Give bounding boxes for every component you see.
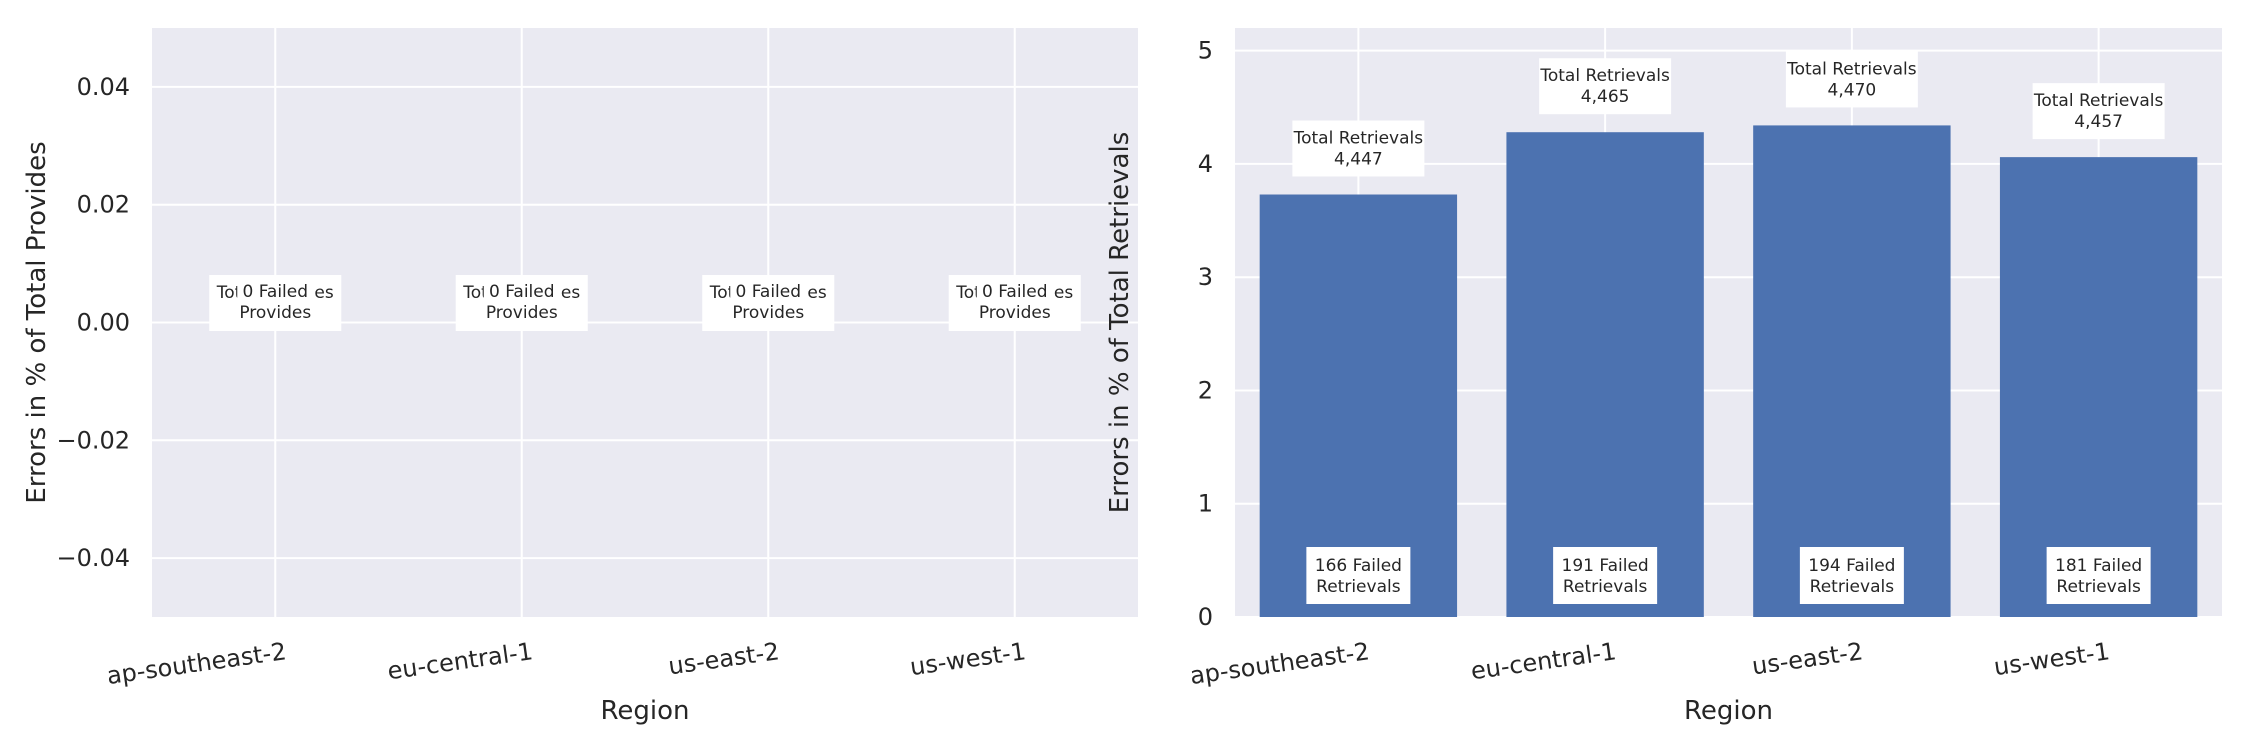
failed-annotation-line2: Retrievals xyxy=(2056,577,2141,597)
failed-annotation-line1: 0 Failed xyxy=(489,282,555,302)
annotation-box xyxy=(1553,547,1658,604)
x-tick-label: ap-southeast-2 xyxy=(1188,637,1371,690)
total-annotation-label: Total Retrievals xyxy=(1293,129,1424,149)
failed-annotation-line2: Provides xyxy=(732,303,804,323)
annotation-box xyxy=(483,277,560,329)
x-tick-label: us-west-1 xyxy=(908,637,1027,681)
bar-eu-central-1 xyxy=(1506,132,1704,617)
chart-retrievals: 0 1 2 3 4 5 ap-southeast-2 eu-central-1 us-east-… xyxy=(1105,28,2222,726)
x-tick-label: us-east-2 xyxy=(667,637,782,680)
y-tick-label: 5 xyxy=(1198,37,1213,65)
failed-annotation-line1: 191 Failed xyxy=(1562,556,1649,576)
bar-ap-southeast-2 xyxy=(1259,194,1458,617)
annotation-box xyxy=(2046,547,2151,604)
x-axis-label: Region xyxy=(1684,696,1773,726)
x-axis-label: Region xyxy=(600,696,689,726)
y-tick-label: 1 xyxy=(1198,490,1213,518)
bar-us-west-1 xyxy=(1999,157,2198,617)
failed-annotation-line2: Retrievals xyxy=(1810,577,1895,597)
annotation-box xyxy=(1799,547,1904,604)
total-annotation-value: 4,457 xyxy=(2074,112,2123,132)
annotation-box xyxy=(2032,83,2165,140)
failed-annotation-line1: 0 Failed xyxy=(735,282,801,302)
x-tick-label: ap-southeast-2 xyxy=(105,637,288,690)
annotation-box xyxy=(1306,547,1411,604)
annotation-box xyxy=(730,277,807,329)
y-tick-label: −0.02 xyxy=(56,426,130,454)
failed-annotation-line2: Provides xyxy=(239,303,311,323)
y-axis-label: Errors in % of Total Provides xyxy=(22,141,52,503)
total-annotation-label: Total Retrievals xyxy=(2033,91,2164,111)
annotation-box xyxy=(1292,120,1425,177)
y-tick-label: 2 xyxy=(1198,376,1213,404)
annotation-box xyxy=(976,277,1053,329)
y-tick-label: 0.02 xyxy=(77,191,130,219)
annotation-box xyxy=(1539,58,1672,115)
x-tick-label: us-west-1 xyxy=(1992,637,2111,681)
x-tick-label: eu-central-1 xyxy=(386,637,535,685)
y-tick-label: 3 xyxy=(1198,263,1213,291)
failed-annotation-line1: 0 Failed xyxy=(242,282,308,302)
failed-annotation-line1: 166 Failed xyxy=(1315,556,1402,576)
failed-annotation-line2: Provides xyxy=(486,303,558,323)
y-tick-label: 0 xyxy=(1198,603,1213,631)
failed-annotation-line2: Retrievals xyxy=(1316,577,1401,597)
total-annotation-value: 4,470 xyxy=(1828,80,1877,100)
failed-annotation-line1: 0 Failed xyxy=(982,282,1048,302)
total-annotation-label: Total Retrievals xyxy=(1786,59,1917,79)
x-tick-label: eu-central-1 xyxy=(1469,637,1618,685)
failed-annotation-line1: 194 Failed xyxy=(1808,556,1895,576)
total-annotation-label: Total Retrievals xyxy=(1539,66,1670,86)
annotation-box xyxy=(1785,51,1918,108)
total-annotation-value: 4,465 xyxy=(1581,87,1630,107)
chart-provides: −0.04 −0.02 0.00 0.02 0.04 ap-southeast-2 eu-c… xyxy=(22,28,1138,726)
y-tick-label: −0.04 xyxy=(56,544,130,572)
y-tick-label: 0.04 xyxy=(77,73,130,101)
failed-annotation-line2: Retrievals xyxy=(1563,577,1648,597)
y-tick-label: 4 xyxy=(1198,150,1213,178)
y-tick-label: 0.00 xyxy=(77,309,130,337)
failed-annotation-line2: Provides xyxy=(979,303,1051,323)
annotation-box xyxy=(237,277,314,329)
y-axis-label: Errors in % of Total Retrievals xyxy=(1105,132,1135,514)
total-annotation-value: 4,447 xyxy=(1334,150,1383,170)
x-tick-label: us-east-2 xyxy=(1750,637,1865,680)
failed-annotation-line1: 181 Failed xyxy=(2055,556,2142,576)
bar-us-east-2 xyxy=(1753,125,1951,618)
